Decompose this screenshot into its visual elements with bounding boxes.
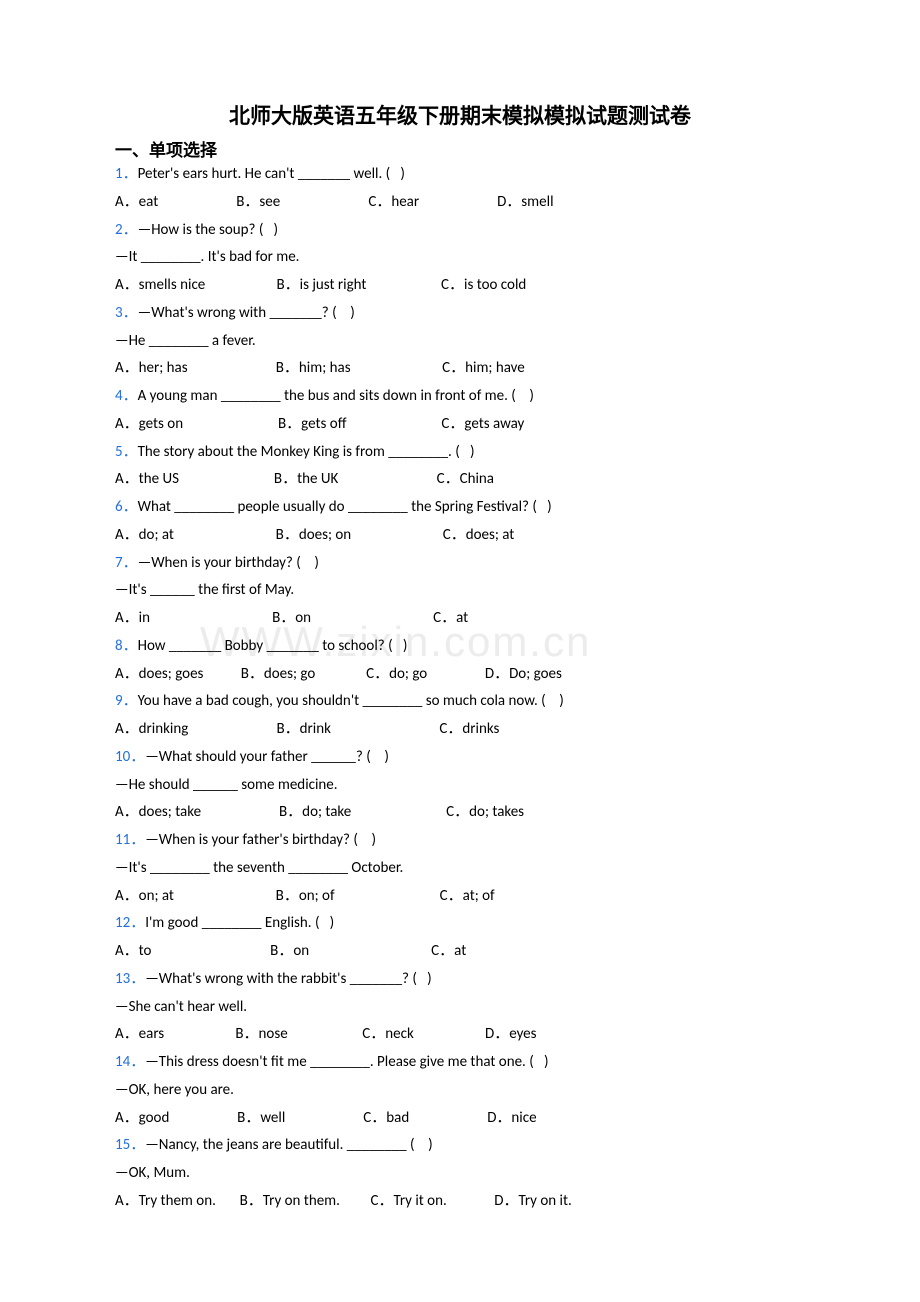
question-stem: 7．—When is your birthday? ( ): [115, 550, 805, 578]
question-number: 6．: [115, 498, 138, 516]
question-subline: —He should ______ some medicine.: [115, 772, 805, 800]
question-choices: A．does; take B．do; take C．do; takes: [115, 799, 805, 827]
section-header: 一、单项选择: [115, 136, 805, 161]
page-title: 北师大版英语五年级下册期末模拟模拟试题测试卷: [115, 100, 805, 130]
question-number: 2．: [115, 221, 138, 239]
question-choices: A．her; has B．him; has C．him; have: [115, 355, 805, 383]
question-text: —When is your birthday? ( ): [138, 554, 319, 572]
question-choices: A．to B．on C．at: [115, 938, 805, 966]
question-stem: 2．—How is the soup? ( ): [115, 217, 805, 245]
question-subline: —It's ______ the first of May.: [115, 577, 805, 605]
question-number: 15．: [115, 1136, 145, 1154]
questions-container: 1．Peter's ears hurt. He can't _______ we…: [115, 161, 805, 1216]
question-choices: A．on; at B．on; of C．at; of: [115, 883, 805, 911]
question-choices: A．smells nice B．is just right C．is too c…: [115, 272, 805, 300]
question-choices: A．drinking B．drink C．drinks: [115, 716, 805, 744]
question-stem: 12．I'm good ________ English. ( ): [115, 910, 805, 938]
question-choices: A．eat B．see C．hear D．smell: [115, 189, 805, 217]
question-text: —What's wrong with _______? ( ): [138, 304, 355, 322]
question-text: What ________ people usually do ________…: [138, 498, 552, 516]
question-text: The story about the Monkey King is from …: [138, 443, 475, 461]
question-choices: A．Try them on. B．Try on them. C．Try it o…: [115, 1188, 805, 1216]
question-number: 14．: [115, 1053, 145, 1071]
question-number: 8．: [115, 637, 138, 655]
question-number: 1．: [115, 165, 138, 183]
question-stem: 11．—When is your father's birthday? ( ): [115, 827, 805, 855]
question-text: —This dress doesn't fit me ________. Ple…: [145, 1053, 548, 1071]
question-number: 12．: [115, 914, 145, 932]
question-choices: A．do; at B．does; on C．does; at: [115, 522, 805, 550]
question-number: 13．: [115, 970, 145, 988]
question-stem: 13．—What's wrong with the rabbit's _____…: [115, 966, 805, 994]
question-stem: 1．Peter's ears hurt. He can't _______ we…: [115, 161, 805, 189]
question-stem: 9．You have a bad cough, you shouldn't __…: [115, 688, 805, 716]
question-stem: 15．—Nancy, the jeans are beautiful. ____…: [115, 1132, 805, 1160]
question-subline: —She can't hear well.: [115, 994, 805, 1022]
question-stem: 8．How _______ Bobby _______ to school? (…: [115, 633, 805, 661]
question-text: Peter's ears hurt. He can't _______ well…: [138, 165, 405, 183]
question-text: A young man ________ the bus and sits do…: [138, 387, 534, 405]
question-stem: 5．The story about the Monkey King is fro…: [115, 439, 805, 467]
question-text: —What's wrong with the rabbit's _______?…: [145, 970, 431, 988]
question-number: 3．: [115, 304, 138, 322]
question-subline: —It's ________ the seventh ________ Octo…: [115, 855, 805, 883]
question-number: 10．: [115, 748, 145, 766]
question-stem: 3．—What's wrong with _______? ( ): [115, 300, 805, 328]
question-subline: —He ________ a fever.: [115, 328, 805, 356]
question-choices: A．the US B．the UK C．China: [115, 466, 805, 494]
question-choices: A．does; goes B．does; go C．do; go D．Do; g…: [115, 661, 805, 689]
question-stem: 6．What ________ people usually do ______…: [115, 494, 805, 522]
question-choices: A．good B．well C．bad D．nice: [115, 1105, 805, 1133]
question-stem: 14．—This dress doesn't fit me ________. …: [115, 1049, 805, 1077]
question-subline: —OK, here you are.: [115, 1077, 805, 1105]
question-stem: 4．A young man ________ the bus and sits …: [115, 383, 805, 411]
question-number: 4．: [115, 387, 138, 405]
question-text: I'm good ________ English. ( ): [145, 914, 334, 932]
question-number: 11．: [115, 831, 145, 849]
question-stem: 10．—What should your father ______? ( ): [115, 744, 805, 772]
question-subline: —OK, Mum.: [115, 1160, 805, 1188]
question-text: —What should your father ______? ( ): [145, 748, 389, 766]
question-choices: A．ears B．nose C．neck D．eyes: [115, 1021, 805, 1049]
question-text: You have a bad cough, you shouldn't ____…: [138, 692, 564, 710]
question-subline: —It ________. It's bad for me.: [115, 244, 805, 272]
question-number: 5．: [115, 443, 138, 461]
question-text: How _______ Bobby _______ to school? ( ): [138, 637, 408, 655]
question-text: —When is your father's birthday? ( ): [145, 831, 376, 849]
question-text: —Nancy, the jeans are beautiful. _______…: [145, 1136, 432, 1154]
question-text: —How is the soup? ( ): [138, 221, 279, 239]
question-choices: A．gets on B．gets off C．gets away: [115, 411, 805, 439]
question-choices: A．in B．on C．at: [115, 605, 805, 633]
question-number: 9．: [115, 692, 138, 710]
question-number: 7．: [115, 554, 138, 572]
